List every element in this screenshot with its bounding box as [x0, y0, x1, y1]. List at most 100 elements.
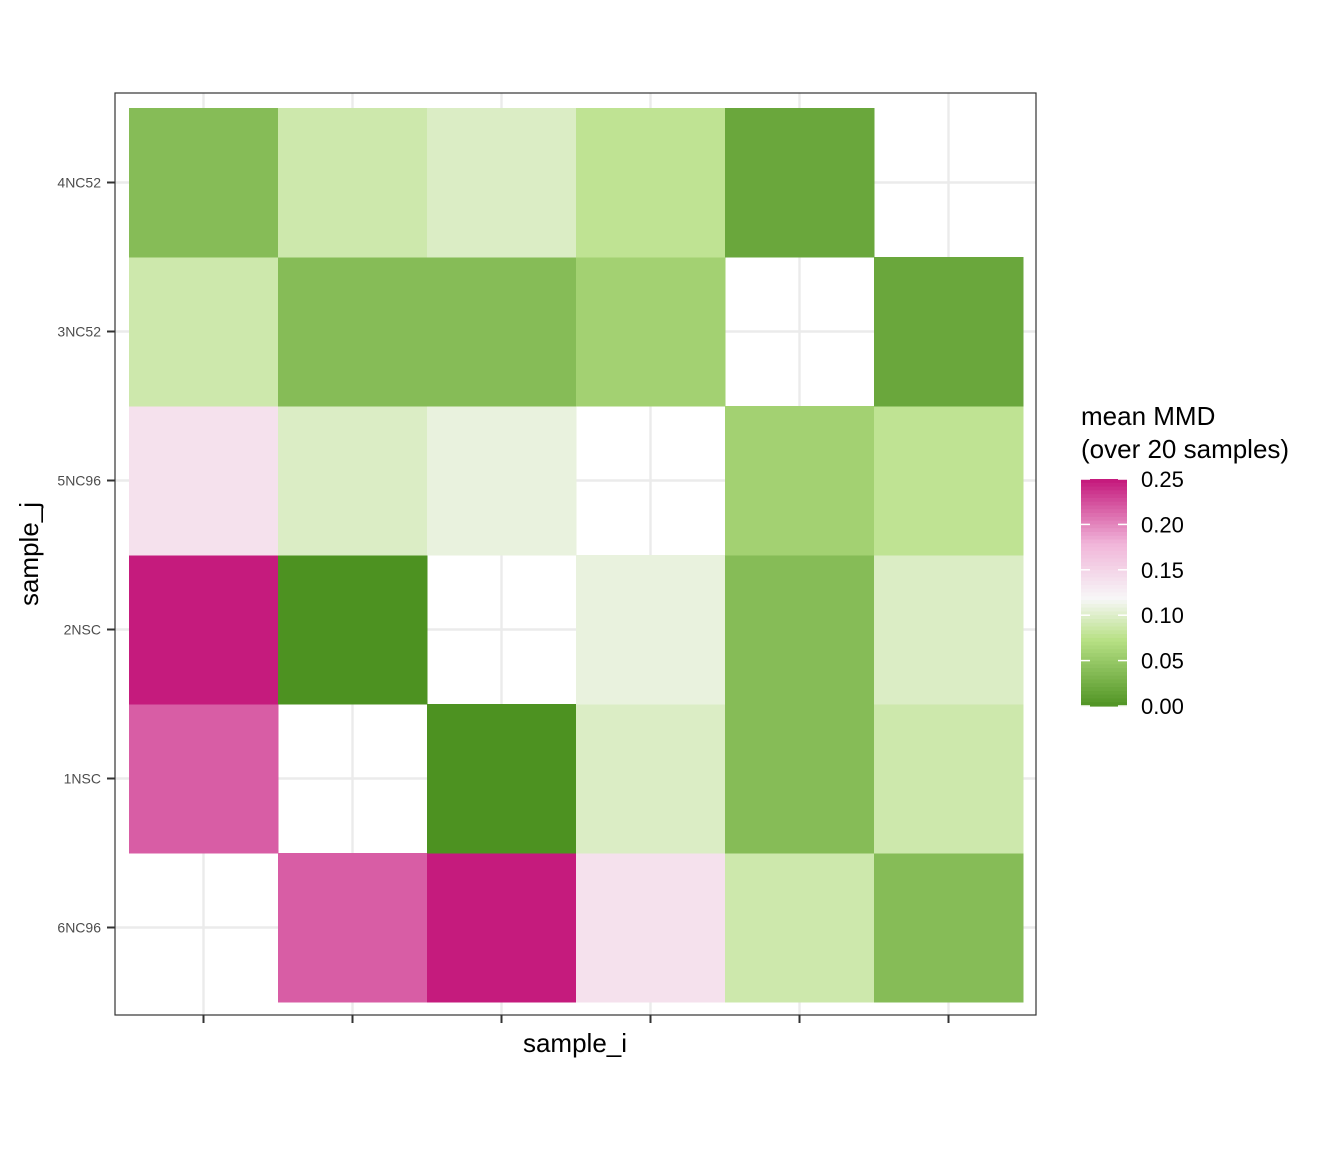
colorbar-segment: [1081, 683, 1127, 688]
y-tick-label: 5NC96: [57, 473, 101, 489]
colorbar-segment: [1081, 505, 1127, 510]
heatmap-tile: [725, 555, 875, 705]
heatmap-tile: [278, 853, 428, 1003]
colorbar-segment: [1081, 603, 1127, 609]
y-axis-title: sample_j: [14, 502, 44, 606]
colorbar-legend: mean MMD (over 20 samples) 0.25 0.20 0.15 0…: [1081, 401, 1289, 719]
colorbar-segment: [1081, 573, 1127, 578]
colorbar-segment: [1081, 622, 1127, 628]
colorbar-segment: [1081, 618, 1127, 624]
colorbar-segment: [1081, 687, 1127, 692]
colorbar-tick-label: 0.20: [1141, 512, 1184, 537]
colorbar-segment: [1081, 528, 1127, 533]
plot-border: [114, 92, 1037, 1016]
heatmap-tile: [874, 555, 1024, 705]
colorbar-segment: [1081, 656, 1127, 662]
colorbar-segment: [1081, 615, 1127, 620]
heatmap-tile: [576, 704, 726, 854]
axes: 6NC96 1NSC 2NSC 5NC96 3NC52 4NC52: [57, 175, 950, 1023]
colorbar-segment: [1081, 520, 1127, 525]
colorbar-segment: [1081, 547, 1127, 552]
colorbar-segment: [1081, 501, 1127, 507]
colorbar-tick-label: 0.05: [1141, 649, 1184, 674]
colorbar-segment: [1081, 668, 1127, 673]
colorbar-segment: [1081, 566, 1127, 571]
heatmap-tile: [725, 108, 875, 258]
colorbar-segment: [1081, 702, 1127, 707]
heatmap-tile: [576, 555, 726, 705]
colorbar-segment: [1081, 543, 1127, 548]
colorbar-tick-label: 0.15: [1141, 558, 1184, 583]
colorbar-segment: [1081, 679, 1127, 684]
heatmap-tile: [129, 555, 279, 705]
colorbar-segment: [1081, 600, 1127, 605]
heatmap-tile: [129, 406, 279, 556]
heatmap-tile: [129, 704, 279, 854]
heatmap-tile: [576, 108, 726, 258]
colorbar-segment: [1081, 630, 1127, 635]
colorbar-segment: [1081, 592, 1127, 597]
colorbar-segment: [1081, 509, 1127, 514]
heatmap-tile: [129, 257, 279, 407]
colorbar-segment: [1081, 577, 1127, 582]
colorbar-segment: [1081, 539, 1127, 544]
colorbar-segment: [1081, 645, 1127, 650]
y-tick-label: 6NC96: [57, 920, 101, 936]
colorbar-segment: [1081, 581, 1127, 586]
colorbar-segment: [1081, 611, 1127, 616]
colorbar-segment: [1081, 584, 1127, 590]
heatmap-tile: [278, 257, 428, 407]
heatmap-tiles: [129, 108, 1024, 1003]
heatmap-tile: [576, 257, 726, 407]
colorbar-segment: [1081, 641, 1127, 647]
colorbar-segment: [1081, 698, 1127, 703]
colorbar-segment: [1081, 664, 1127, 669]
colorbar-segment: [1081, 535, 1127, 541]
colorbar-segment: [1081, 497, 1127, 503]
y-tick-label: 2NSC: [64, 622, 101, 638]
heatmap-tile: [874, 853, 1024, 1003]
heatmap-tile: [278, 555, 428, 705]
legend-title-line1: mean MMD: [1081, 401, 1215, 431]
colorbar-segment: [1081, 596, 1127, 601]
colorbar-segment: [1081, 653, 1127, 658]
colorbar-segment: [1081, 486, 1127, 491]
heatmap-tile: [725, 704, 875, 854]
colorbar-segment: [1081, 694, 1127, 700]
colorbar-segment: [1081, 562, 1127, 567]
colorbar-tick-label: 0.25: [1141, 467, 1184, 492]
colorbar-segment: [1081, 482, 1127, 488]
colorbar-segment: [1081, 494, 1127, 499]
colorbar-segment: [1081, 675, 1127, 681]
y-tick-label: 3NC52: [57, 324, 101, 340]
colorbar-segment: [1081, 513, 1127, 518]
y-tick-label: 4NC52: [57, 175, 101, 191]
colorbar-tick-label: 0.00: [1141, 694, 1184, 719]
heatmap-tile: [874, 406, 1024, 556]
colorbar-segment: [1081, 690, 1127, 696]
colorbar-segment: [1081, 524, 1127, 529]
heatmap-tile: [427, 704, 577, 854]
heatmap-tile: [427, 108, 577, 258]
heatmap-tile: [725, 406, 875, 556]
heatmap-tile: [427, 257, 577, 407]
colorbar-segment: [1081, 649, 1127, 654]
heatmap-tile: [129, 108, 279, 258]
colorbar-segment: [1081, 637, 1127, 643]
heatmap-tile: [427, 406, 577, 556]
colorbar-segment: [1081, 531, 1127, 537]
colorbar-segment: [1081, 660, 1127, 665]
heatmap-tile: [278, 108, 428, 258]
colorbar-segment: [1081, 626, 1127, 631]
colorbar-segment: [1081, 479, 1127, 484]
y-tick-label: 1NSC: [64, 771, 101, 787]
heatmap-tile: [725, 853, 875, 1003]
colorbar-segment: [1081, 554, 1127, 560]
heatmap-tile: [874, 704, 1024, 854]
heatmap-tile: [874, 257, 1024, 407]
colorbar-segment: [1081, 558, 1127, 563]
colorbar-segment: [1081, 671, 1127, 677]
legend-title-line2: (over 20 samples): [1081, 434, 1289, 464]
colorbar-segment: [1081, 516, 1127, 522]
